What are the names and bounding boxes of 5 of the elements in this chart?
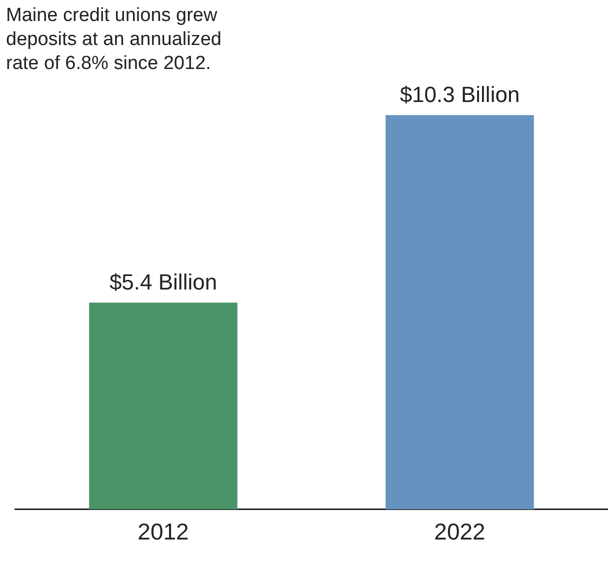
x-tick-label: 2012 — [138, 518, 189, 545]
data-label: $5.4 Billion — [109, 270, 218, 295]
text: Maine credit unions grew deposits at an annualized rate of 6.8% since 2012. — [6, 4, 222, 76]
data-label: $10.3 Billion — [400, 82, 520, 108]
x-tick-label: 2022 — [434, 518, 486, 545]
